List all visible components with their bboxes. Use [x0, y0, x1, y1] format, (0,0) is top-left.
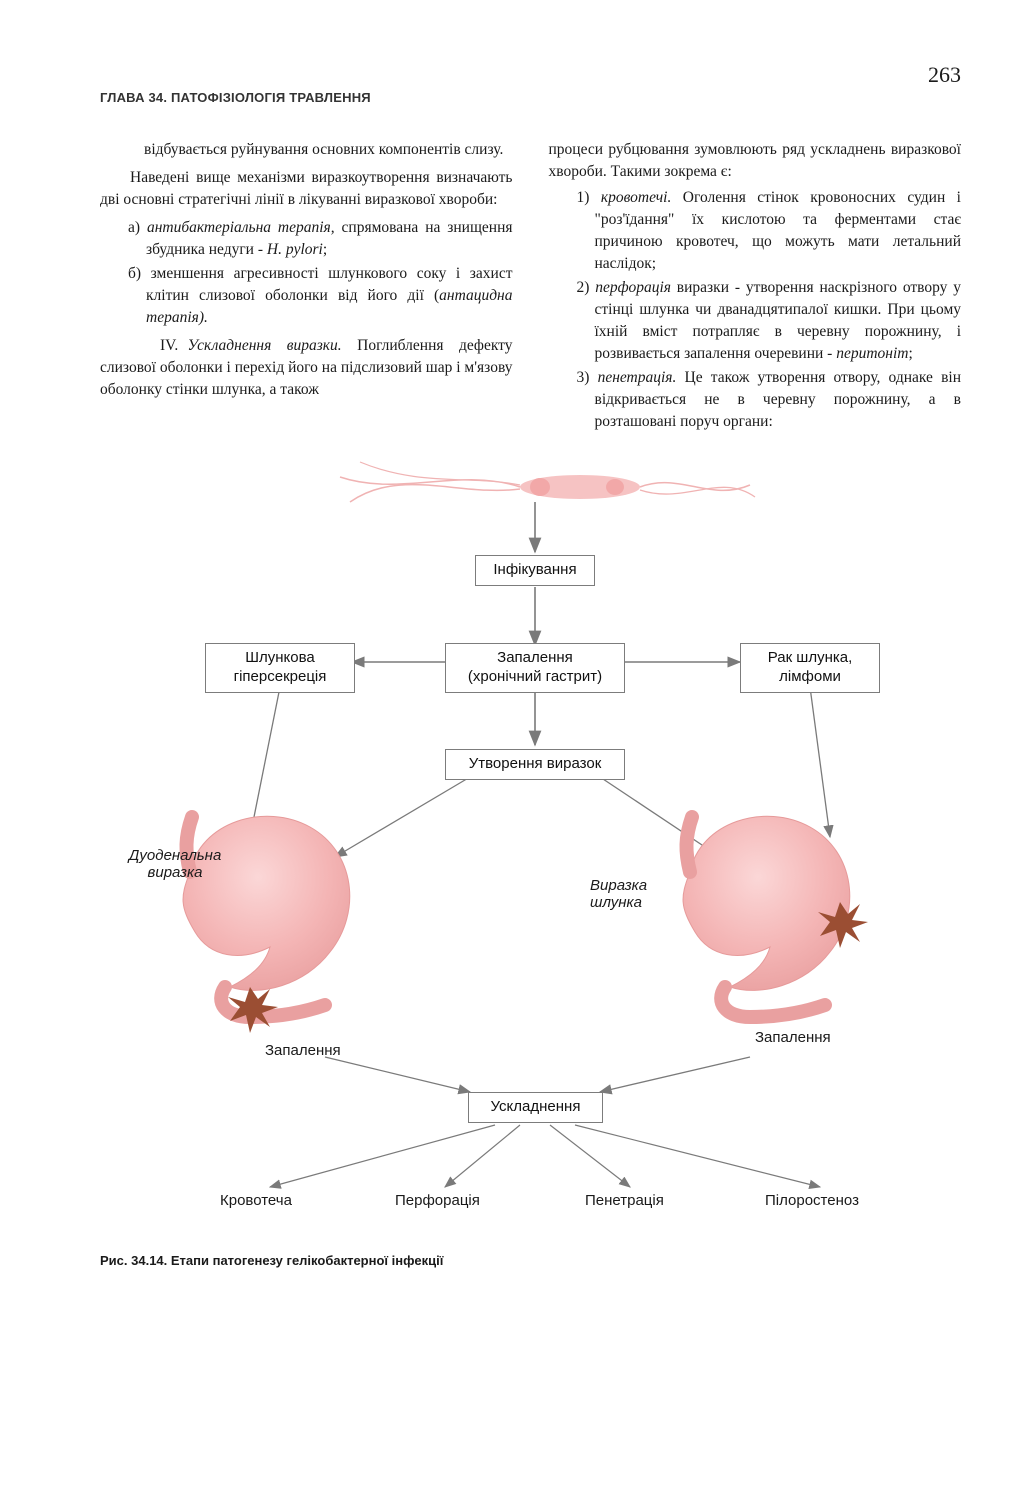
item1-num: 1) [577, 189, 590, 206]
list-item-2: 2) перфорація виразки - утворення наскрі… [577, 277, 962, 365]
label-pylorostenosis: Пілоростеноз [765, 1192, 859, 1209]
node-inflammation-center: Запалення (хронічний гастрит) [445, 643, 625, 693]
item3-num: 3) [577, 369, 590, 386]
running-head: ГЛАВА 34. ПАТОФІЗІОЛОГІЯ ТРАВЛЕННЯ [100, 90, 961, 105]
label-gastric-ulcer: Виразка шлунка [590, 877, 700, 911]
label-inflammation-left: Запалення [265, 1042, 341, 1059]
item1-italic: кровотечі. [601, 189, 671, 206]
node-cancer: Рак шлунка, лімфоми [740, 643, 880, 693]
continuation-text: відбувається руйнування основних компоне… [144, 141, 503, 158]
figure-caption-prefix: Рис. 34.14. [100, 1253, 167, 1268]
left-column: відбувається руйнування основних компоне… [100, 139, 513, 435]
label-duodenal-ulcer: Дуоденальна виразка [110, 847, 240, 881]
iv-italic: Ускладнення виразки. [187, 337, 341, 354]
figure-caption: Рис. 34.14. Етапи патогенезу гелікобакте… [100, 1253, 961, 1268]
right-lead: процеси рубцювання зумовлюють ряд усклад… [549, 139, 962, 183]
item-b-label: б) [128, 265, 141, 282]
hpylori-illustration [340, 462, 755, 502]
list-item-1: 1) кровотечі. Оголення стінок кровоносни… [577, 187, 962, 275]
item-a-end: ; [323, 241, 327, 258]
page-number: 263 [928, 62, 961, 88]
list-item-b: б) зменшення агресивності шлункового сок… [128, 263, 513, 329]
item-a-label: а) [128, 219, 140, 236]
item2-italic2: перитоніт [836, 345, 908, 362]
right-column: процеси рубцювання зумовлюють ряд усклад… [549, 139, 962, 435]
item2-num: 2) [577, 279, 590, 296]
label-penetration: Пенетрація [585, 1192, 664, 1209]
figure-caption-text: Етапи патогенезу гелікобактерної інфекці… [167, 1253, 443, 1268]
node-complications: Ускладнення [468, 1092, 603, 1123]
roman-iv-label: IV. [130, 335, 172, 357]
label-inflammation-right: Запалення [755, 1029, 831, 1046]
label-bleeding: Кровотеча [220, 1192, 292, 1209]
pathogenesis-diagram: Інфікування Шлункова гіперсекреція Запал… [100, 457, 970, 1227]
text-columns: відбувається руйнування основних компоне… [100, 139, 961, 435]
ab-list: а) антибактеріальна терапія, спрямована … [100, 217, 513, 329]
item-a-hpylori: H. pylori [267, 241, 323, 258]
list-item-3: 3) пенетрація. Це також утворення отвору… [577, 367, 962, 433]
node-hypersecretion: Шлункова гіперсекреція [205, 643, 355, 693]
item-a-italic: антибактеріальна терапія, [147, 219, 335, 236]
section-iv: IV. Ускладнення виразки. Поглиблення деф… [100, 335, 513, 401]
page: ГЛАВА 34. ПАТОФІЗІОЛОГІЯ ТРАВЛЕННЯ 263 в… [0, 0, 1031, 1500]
label-perforation: Перфорація [395, 1192, 480, 1209]
item2-italic: перфорація [595, 279, 671, 296]
continuation-block: відбувається руйнування основних компоне… [100, 139, 513, 161]
item3-italic: пенетрація. [598, 369, 677, 386]
node-infection: Інфікування [475, 555, 595, 586]
item2-end: ; [908, 345, 912, 362]
intro-paragraph: Наведені вище механізми виразкоутворення… [100, 167, 513, 211]
node-ulcer-formation: Утворення виразок [445, 749, 625, 780]
list-item-a: а) антибактеріальна терапія, спрямована … [128, 217, 513, 261]
numbered-list: 1) кровотечі. Оголення стінок кровоносни… [549, 187, 962, 433]
